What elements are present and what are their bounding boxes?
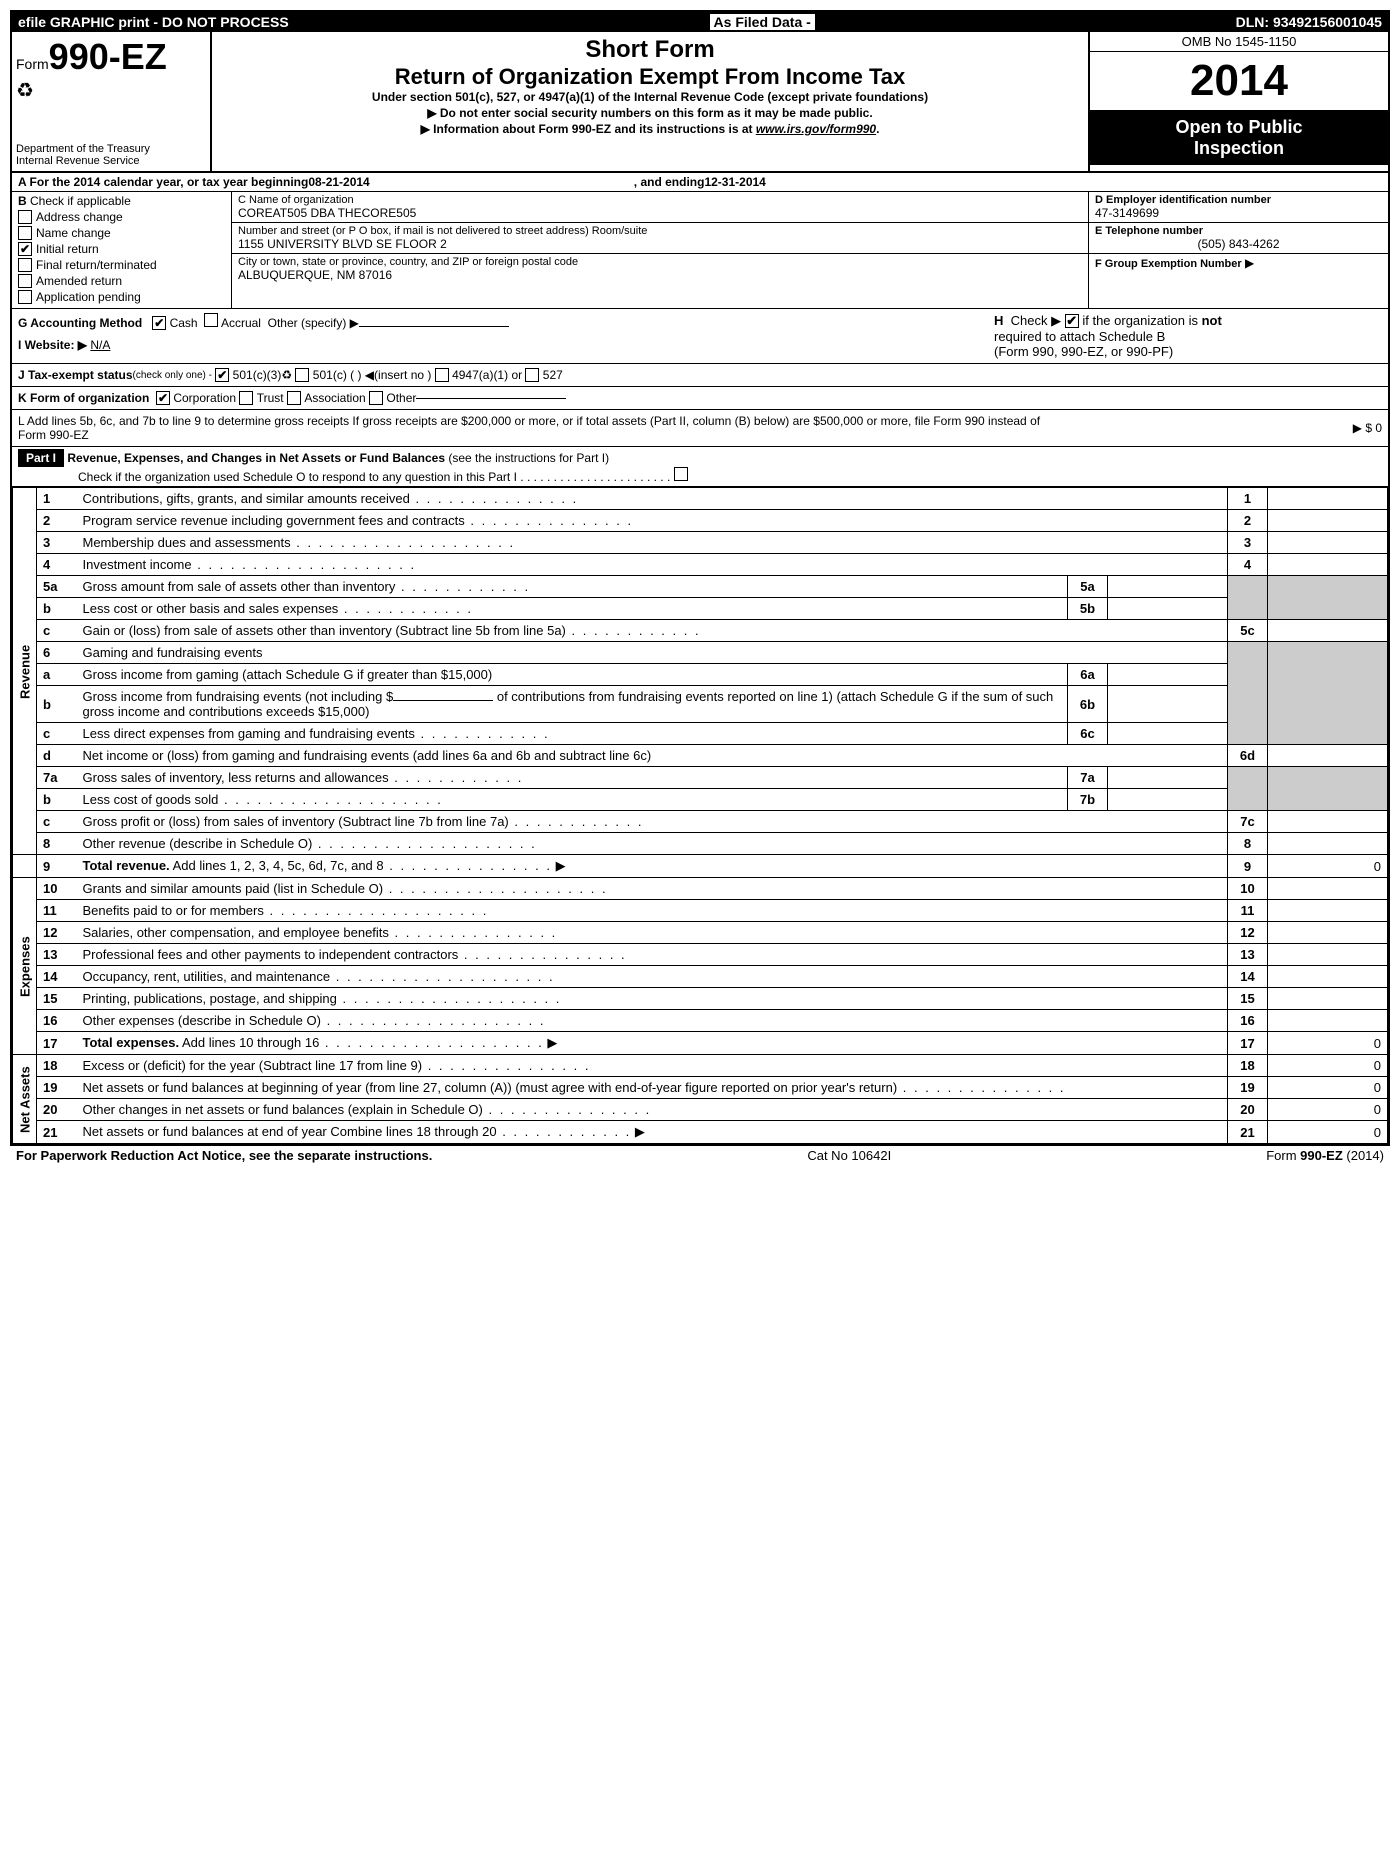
chk-final[interactable]	[18, 258, 32, 272]
g-label: G Accounting Method	[18, 316, 142, 330]
header-row: Form990-EZ ♻ Department of the Treasury …	[12, 32, 1388, 173]
vert-netassets: Net Assets	[13, 1055, 37, 1144]
header-right: OMB No 1545-1150 2014 Open to Public Ins…	[1088, 32, 1388, 171]
c-street-label: Number and street (or P O box, if mail i…	[238, 225, 1082, 237]
section-gh: G Accounting Method ✔ Cash Accrual Other…	[12, 309, 1388, 364]
footer: For Paperwork Reduction Act Notice, see …	[10, 1146, 1390, 1165]
val-9: 0	[1268, 855, 1388, 878]
val-21: 0	[1268, 1121, 1388, 1144]
short-form-title: Short Form	[216, 36, 1084, 64]
i-value: N/A	[90, 338, 110, 352]
chk-cash[interactable]: ✔	[152, 316, 166, 330]
recycle-icon: ♻	[16, 78, 206, 103]
section-g-i: G Accounting Method ✔ Cash Accrual Other…	[12, 309, 988, 363]
footer-right: Form 990-EZ (2014)	[1266, 1148, 1384, 1163]
chk-h[interactable]: ✔	[1065, 314, 1079, 328]
f-arrow: ▶	[1245, 256, 1254, 270]
f-label: F Group Exemption Number	[1095, 258, 1242, 270]
omb-number: OMB No 1545-1150	[1090, 32, 1388, 52]
c-name: COREAT505 DBA THECORE505	[238, 206, 1082, 220]
c-name-label: C Name of organization	[238, 194, 1082, 206]
vert-expenses: Expenses	[13, 878, 37, 1055]
chk-name[interactable]	[18, 226, 32, 240]
vert-revenue: Revenue	[13, 488, 37, 855]
val-20: 0	[1268, 1099, 1388, 1121]
c-street: 1155 UNIVERSITY BLVD SE FLOOR 2	[238, 237, 1082, 251]
part1-check: Check if the organization used Schedule …	[78, 470, 688, 484]
val-19: 0	[1268, 1077, 1388, 1099]
c-city-label: City or town, state or province, country…	[238, 256, 1082, 268]
chk-trust[interactable]	[239, 391, 253, 405]
section-j: J Tax-exempt status(check only one) - ✔ …	[12, 364, 1388, 387]
return-title: Return of Organization Exempt From Incom…	[216, 64, 1084, 90]
d-label: D Employer identification number	[1095, 194, 1382, 206]
chk-501c[interactable]	[295, 368, 309, 382]
chk-other[interactable]	[369, 391, 383, 405]
chk-assoc[interactable]	[287, 391, 301, 405]
section-l: L Add lines 5b, 6c, and 7b to line 9 to …	[12, 410, 1388, 447]
e-label: E Telephone number	[1095, 225, 1382, 237]
section-b: B Check if applicable Address change Nam…	[12, 192, 232, 308]
form-label: Form	[16, 56, 49, 72]
form-container: efile GRAPHIC print - DO NOT PROCESS As …	[10, 10, 1390, 1146]
val-18: 0	[1268, 1055, 1388, 1077]
header-center: Short Form Return of Organization Exempt…	[212, 32, 1088, 171]
i-label: I Website: ▶	[18, 338, 87, 352]
dept-2: Internal Revenue Service	[16, 155, 206, 167]
irs-link[interactable]: www.irs.gov/form990	[756, 122, 876, 136]
part1-label: Part I	[18, 449, 64, 467]
lines-table: Revenue 1Contributions, gifts, grants, a…	[12, 487, 1388, 1144]
form-number: 990-EZ	[49, 36, 167, 77]
chk-corp[interactable]: ✔	[156, 391, 170, 405]
topbar-center: As Filed Data -	[710, 14, 815, 30]
chk-initial[interactable]: ✔	[18, 242, 32, 256]
arrow-1: ▶ Do not enter social security numbers o…	[216, 106, 1084, 120]
chk-4947[interactable]	[435, 368, 449, 382]
chk-pending[interactable]	[18, 290, 32, 304]
dept-1: Department of the Treasury	[16, 143, 206, 155]
l-value: ▶ $ 0	[1353, 421, 1382, 435]
topbar-right: DLN: 93492156001045	[1236, 14, 1382, 30]
arrow-2: ▶ Information about Form 990-EZ and its …	[216, 122, 1084, 136]
d-value: 47-3149699	[1095, 206, 1382, 220]
section-h: H Check ▶ ✔ if the organization is not r…	[988, 309, 1388, 363]
chk-amended[interactable]	[18, 274, 32, 288]
c-city: ALBUQUERQUE, NM 87016	[238, 268, 1082, 282]
e-value: (505) 843-4262	[1095, 237, 1382, 251]
top-bar: efile GRAPHIC print - DO NOT PROCESS As …	[12, 12, 1388, 32]
val-17: 0	[1268, 1032, 1388, 1055]
section-c: C Name of organization COREAT505 DBA THE…	[232, 192, 1088, 308]
under-section: Under section 501(c), 527, or 4947(a)(1)…	[216, 90, 1084, 104]
part1-title: Revenue, Expenses, and Changes in Net As…	[67, 451, 445, 465]
footer-left: For Paperwork Reduction Act Notice, see …	[16, 1148, 432, 1163]
part1-subtitle: (see the instructions for Part I)	[448, 451, 609, 465]
section-def: D Employer identification number 47-3149…	[1088, 192, 1388, 308]
row-a: A For the 2014 calendar year, or tax yea…	[12, 173, 1388, 192]
header-left: Form990-EZ ♻ Department of the Treasury …	[12, 32, 212, 171]
section-k: K Form of organization ✔ Corporation Tru…	[12, 387, 1388, 410]
open-public: Open to Public Inspection	[1090, 111, 1388, 165]
topbar-left: efile GRAPHIC print - DO NOT PROCESS	[18, 14, 289, 30]
footer-center: Cat No 10642I	[807, 1148, 891, 1163]
part1-header: Part I Revenue, Expenses, and Changes in…	[12, 447, 1388, 487]
chk-501c3[interactable]: ✔	[215, 368, 229, 382]
chk-address[interactable]	[18, 210, 32, 224]
section-bcdef: B Check if applicable Address change Nam…	[12, 192, 1388, 309]
chk-accrual[interactable]	[204, 313, 218, 327]
chk-schedule-o[interactable]	[674, 467, 688, 481]
chk-527[interactable]	[525, 368, 539, 382]
tax-year: 2014	[1090, 52, 1388, 111]
